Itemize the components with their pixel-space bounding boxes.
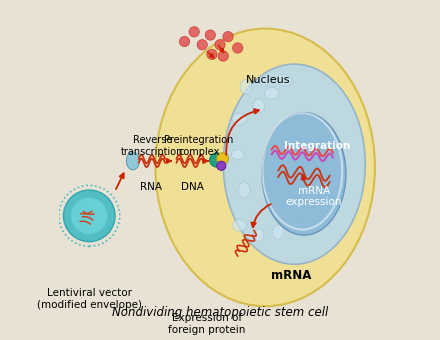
Text: mRNA
expression: mRNA expression	[286, 186, 342, 207]
Text: Integration: Integration	[284, 141, 350, 151]
Circle shape	[217, 161, 226, 170]
Ellipse shape	[232, 113, 246, 125]
Circle shape	[207, 49, 217, 60]
Circle shape	[63, 190, 115, 242]
Circle shape	[223, 32, 233, 42]
Ellipse shape	[253, 229, 264, 242]
Ellipse shape	[155, 29, 375, 306]
Ellipse shape	[272, 225, 284, 239]
Text: Nucleus: Nucleus	[246, 75, 291, 85]
Circle shape	[218, 51, 228, 61]
Ellipse shape	[259, 75, 271, 85]
Circle shape	[215, 39, 225, 50]
Ellipse shape	[240, 80, 252, 94]
Circle shape	[217, 153, 228, 165]
Ellipse shape	[223, 64, 365, 264]
Circle shape	[233, 43, 243, 53]
Ellipse shape	[238, 182, 250, 198]
Circle shape	[180, 36, 190, 47]
Ellipse shape	[278, 74, 292, 86]
Text: DNA: DNA	[181, 182, 204, 192]
Ellipse shape	[231, 149, 244, 160]
Ellipse shape	[262, 113, 346, 235]
Text: Reverse
transcription: Reverse transcription	[121, 135, 183, 157]
Ellipse shape	[288, 220, 301, 231]
Text: Nondividing hematopoietic stem cell: Nondividing hematopoietic stem cell	[112, 306, 328, 319]
Circle shape	[71, 197, 108, 234]
Ellipse shape	[253, 99, 264, 113]
Circle shape	[210, 153, 224, 167]
Text: Expression of
foreign protein: Expression of foreign protein	[169, 313, 246, 335]
Text: Preintegration
complex: Preintegration complex	[164, 135, 234, 157]
Ellipse shape	[232, 220, 246, 231]
Text: RNA: RNA	[139, 182, 161, 192]
Text: Lentiviral vector
(modified envelope): Lentiviral vector (modified envelope)	[37, 288, 142, 310]
Circle shape	[205, 30, 216, 40]
Circle shape	[189, 27, 199, 37]
Circle shape	[197, 39, 207, 50]
Ellipse shape	[264, 87, 279, 99]
Text: mRNA: mRNA	[271, 269, 311, 282]
Ellipse shape	[126, 152, 139, 170]
